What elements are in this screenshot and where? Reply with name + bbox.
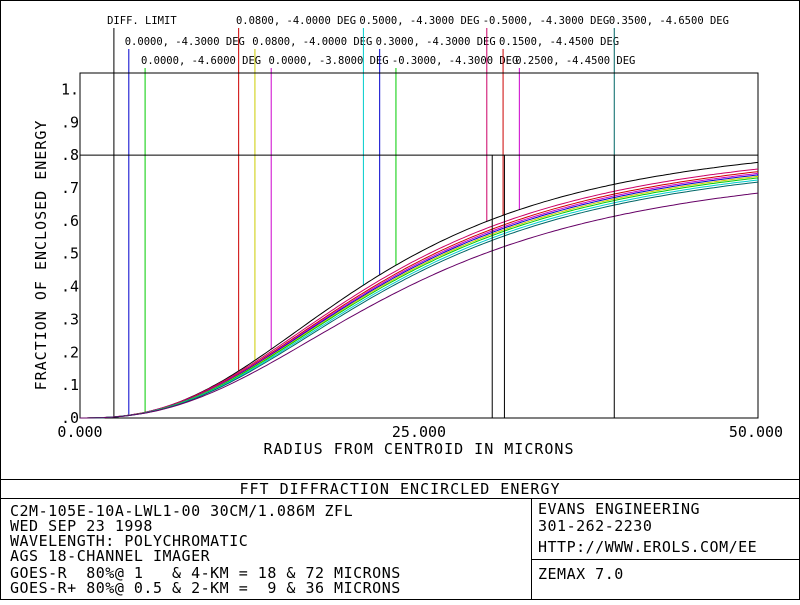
info-company: EVANS ENGINEERING: [538, 500, 700, 518]
field-label: 0.3000, -4.3000 DEG: [376, 36, 496, 48]
y-tick-label: .5: [61, 245, 79, 263]
curves: [80, 161, 759, 419]
y-tick-label: 1.: [61, 80, 79, 98]
field-label: 0.0000, -3.8000 DEG: [268, 55, 388, 67]
y-tick-label: .1: [61, 376, 79, 394]
info-line-goes-r-plus: GOES-R+ 80%@ 0.5 & 2-KM = 9 & 36 MICRONS: [10, 579, 401, 597]
field-label: 0.0000, -4.6000 DEG: [141, 55, 261, 67]
x-tick-label-min: 0.000: [57, 423, 102, 441]
field-label: 0.1500, -4.4500 DEG: [499, 36, 619, 48]
y-tick-label: .6: [61, 212, 79, 230]
plot-frame: [79, 72, 759, 419]
field-label: 0.3500, -4.6500 DEG: [609, 15, 729, 27]
y-tick-label: .8: [61, 146, 79, 164]
field-label: DIFF. LIMIT: [107, 15, 177, 27]
field-label: 0.0800, -4.0000 DEG: [252, 36, 372, 48]
y-axis-label: FRACTION OF ENCLOSED ENERGY: [32, 120, 50, 391]
field-label: 0.5000, -4.3000 DEG: [359, 15, 479, 27]
field-label: 0.0000, -4.3000 DEG: [125, 36, 245, 48]
y-tick-label: .4: [61, 278, 79, 296]
x-tick-label-mid: 25.000: [392, 423, 446, 441]
info-line-date: WED SEP 23 1998: [10, 517, 153, 535]
x-tick-label-max: 50.000: [729, 423, 783, 441]
ee-curve: [80, 181, 759, 419]
x-axis-label: RADIUS FROM CENTROID IN MICRONS: [264, 440, 575, 458]
ee-curve: [80, 168, 759, 419]
y-tick-label: .7: [61, 179, 79, 197]
field-label: -0.5000, -4.3000 DEG: [483, 15, 609, 27]
y-tick-label: .2: [61, 343, 79, 361]
y-tick-label: .0: [61, 409, 79, 427]
field-label: 0.0800, -4.0000 DEG: [236, 15, 356, 27]
field-label: -0.3000, -4.3000 DEG: [392, 55, 518, 67]
info-line-lens: C2M-105E-10A-LWL1-00 30CM/1.086M ZFL: [10, 502, 353, 520]
field-label: 0.2500, -4.4500 DEG: [515, 55, 635, 67]
info-program: ZEMAX 7.0: [538, 565, 624, 583]
info-line-wavelength: WAVELENGTH: POLYCHROMATIC: [10, 532, 248, 550]
y-tick-label: .3: [61, 310, 79, 328]
ee-curve: [80, 192, 759, 419]
field-legend: DIFF. LIMIT 0.0000, -4.3000 DEG 0.0000, -4…: [107, 15, 729, 417]
info-phone: 301-262-2230: [538, 517, 652, 535]
plot-title: FFT DIFFRACTION ENCIRCLED ENERGY: [240, 480, 561, 498]
info-url: HTTP://WWW.EROLS.COM/EE: [538, 538, 757, 556]
y-tick-labels: .0 .1 .2 .3 .4 .5 .6 .7 .8 .9 1.: [61, 80, 79, 427]
info-line-goes-r: GOES-R 80%@ 1 & 4-KM = 18 & 72 MICRONS: [10, 564, 401, 582]
ee80-markers: [491, 155, 615, 418]
y-tick-label: .9: [61, 113, 79, 131]
info-line-imager: AGS 18-CHANNEL IMAGER: [10, 547, 211, 565]
